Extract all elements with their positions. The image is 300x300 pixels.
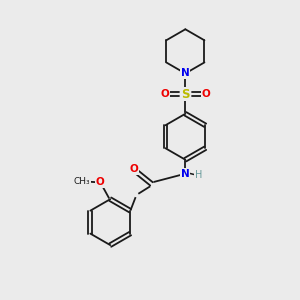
Text: N: N: [181, 68, 190, 78]
Text: S: S: [181, 88, 190, 100]
Text: O: O: [202, 89, 210, 99]
Text: O: O: [160, 89, 169, 99]
Text: O: O: [96, 177, 104, 187]
Text: N: N: [181, 169, 190, 178]
Text: O: O: [129, 164, 138, 174]
Text: CH₃: CH₃: [74, 177, 90, 186]
Text: H: H: [195, 170, 202, 180]
